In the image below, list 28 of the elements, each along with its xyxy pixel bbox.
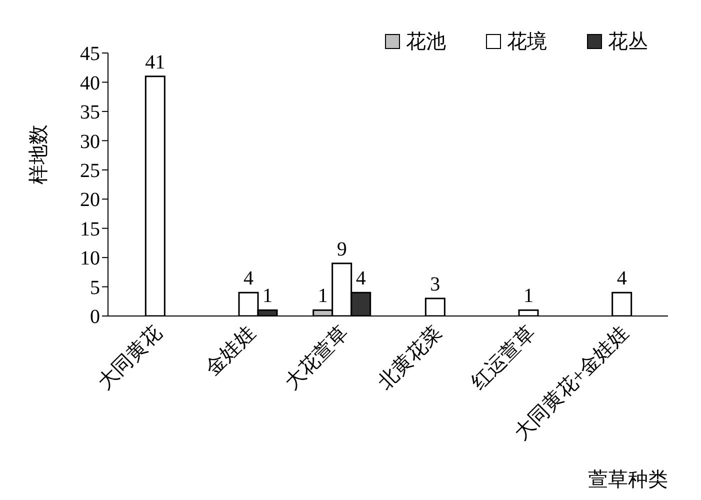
x-tick-label: 红运萱草 bbox=[467, 322, 540, 394]
data-label: 9 bbox=[336, 238, 347, 260]
data-label: 4 bbox=[356, 268, 366, 290]
data-label: 4 bbox=[616, 268, 627, 290]
x-tick-label: 北黄花菜 bbox=[374, 322, 446, 394]
x-tick-label: 金娃娃 bbox=[202, 322, 260, 380]
data-label: 1 bbox=[318, 285, 328, 308]
data-label: 4 bbox=[244, 268, 254, 290]
data-label: 1 bbox=[262, 285, 272, 308]
y-tick-label: 35 bbox=[80, 102, 100, 124]
legend-label: 花池 bbox=[405, 30, 446, 55]
legend-label: 花境 bbox=[506, 30, 547, 55]
y-tick-label: 10 bbox=[80, 248, 100, 270]
data-label: 41 bbox=[145, 51, 166, 74]
y-tick-label: 40 bbox=[80, 72, 100, 94]
y-tick-label: 25 bbox=[80, 160, 100, 182]
x-axis-title: 萱草种类 bbox=[588, 469, 668, 491]
y-axis-title: 样地数 bbox=[28, 124, 50, 184]
y-tick-label: 0 bbox=[90, 306, 100, 328]
y-tick-label: 5 bbox=[90, 276, 100, 299]
y-tick-label: 30 bbox=[80, 130, 100, 153]
data-label: 1 bbox=[524, 285, 534, 308]
y-tick-label: 45 bbox=[80, 43, 100, 66]
data-label: 3 bbox=[430, 273, 440, 296]
x-tick-label: 大花萱草 bbox=[280, 322, 353, 394]
y-tick-label: 20 bbox=[80, 189, 100, 212]
y-tick-label: 15 bbox=[80, 218, 100, 240]
legend-label: 花丛 bbox=[607, 30, 648, 55]
